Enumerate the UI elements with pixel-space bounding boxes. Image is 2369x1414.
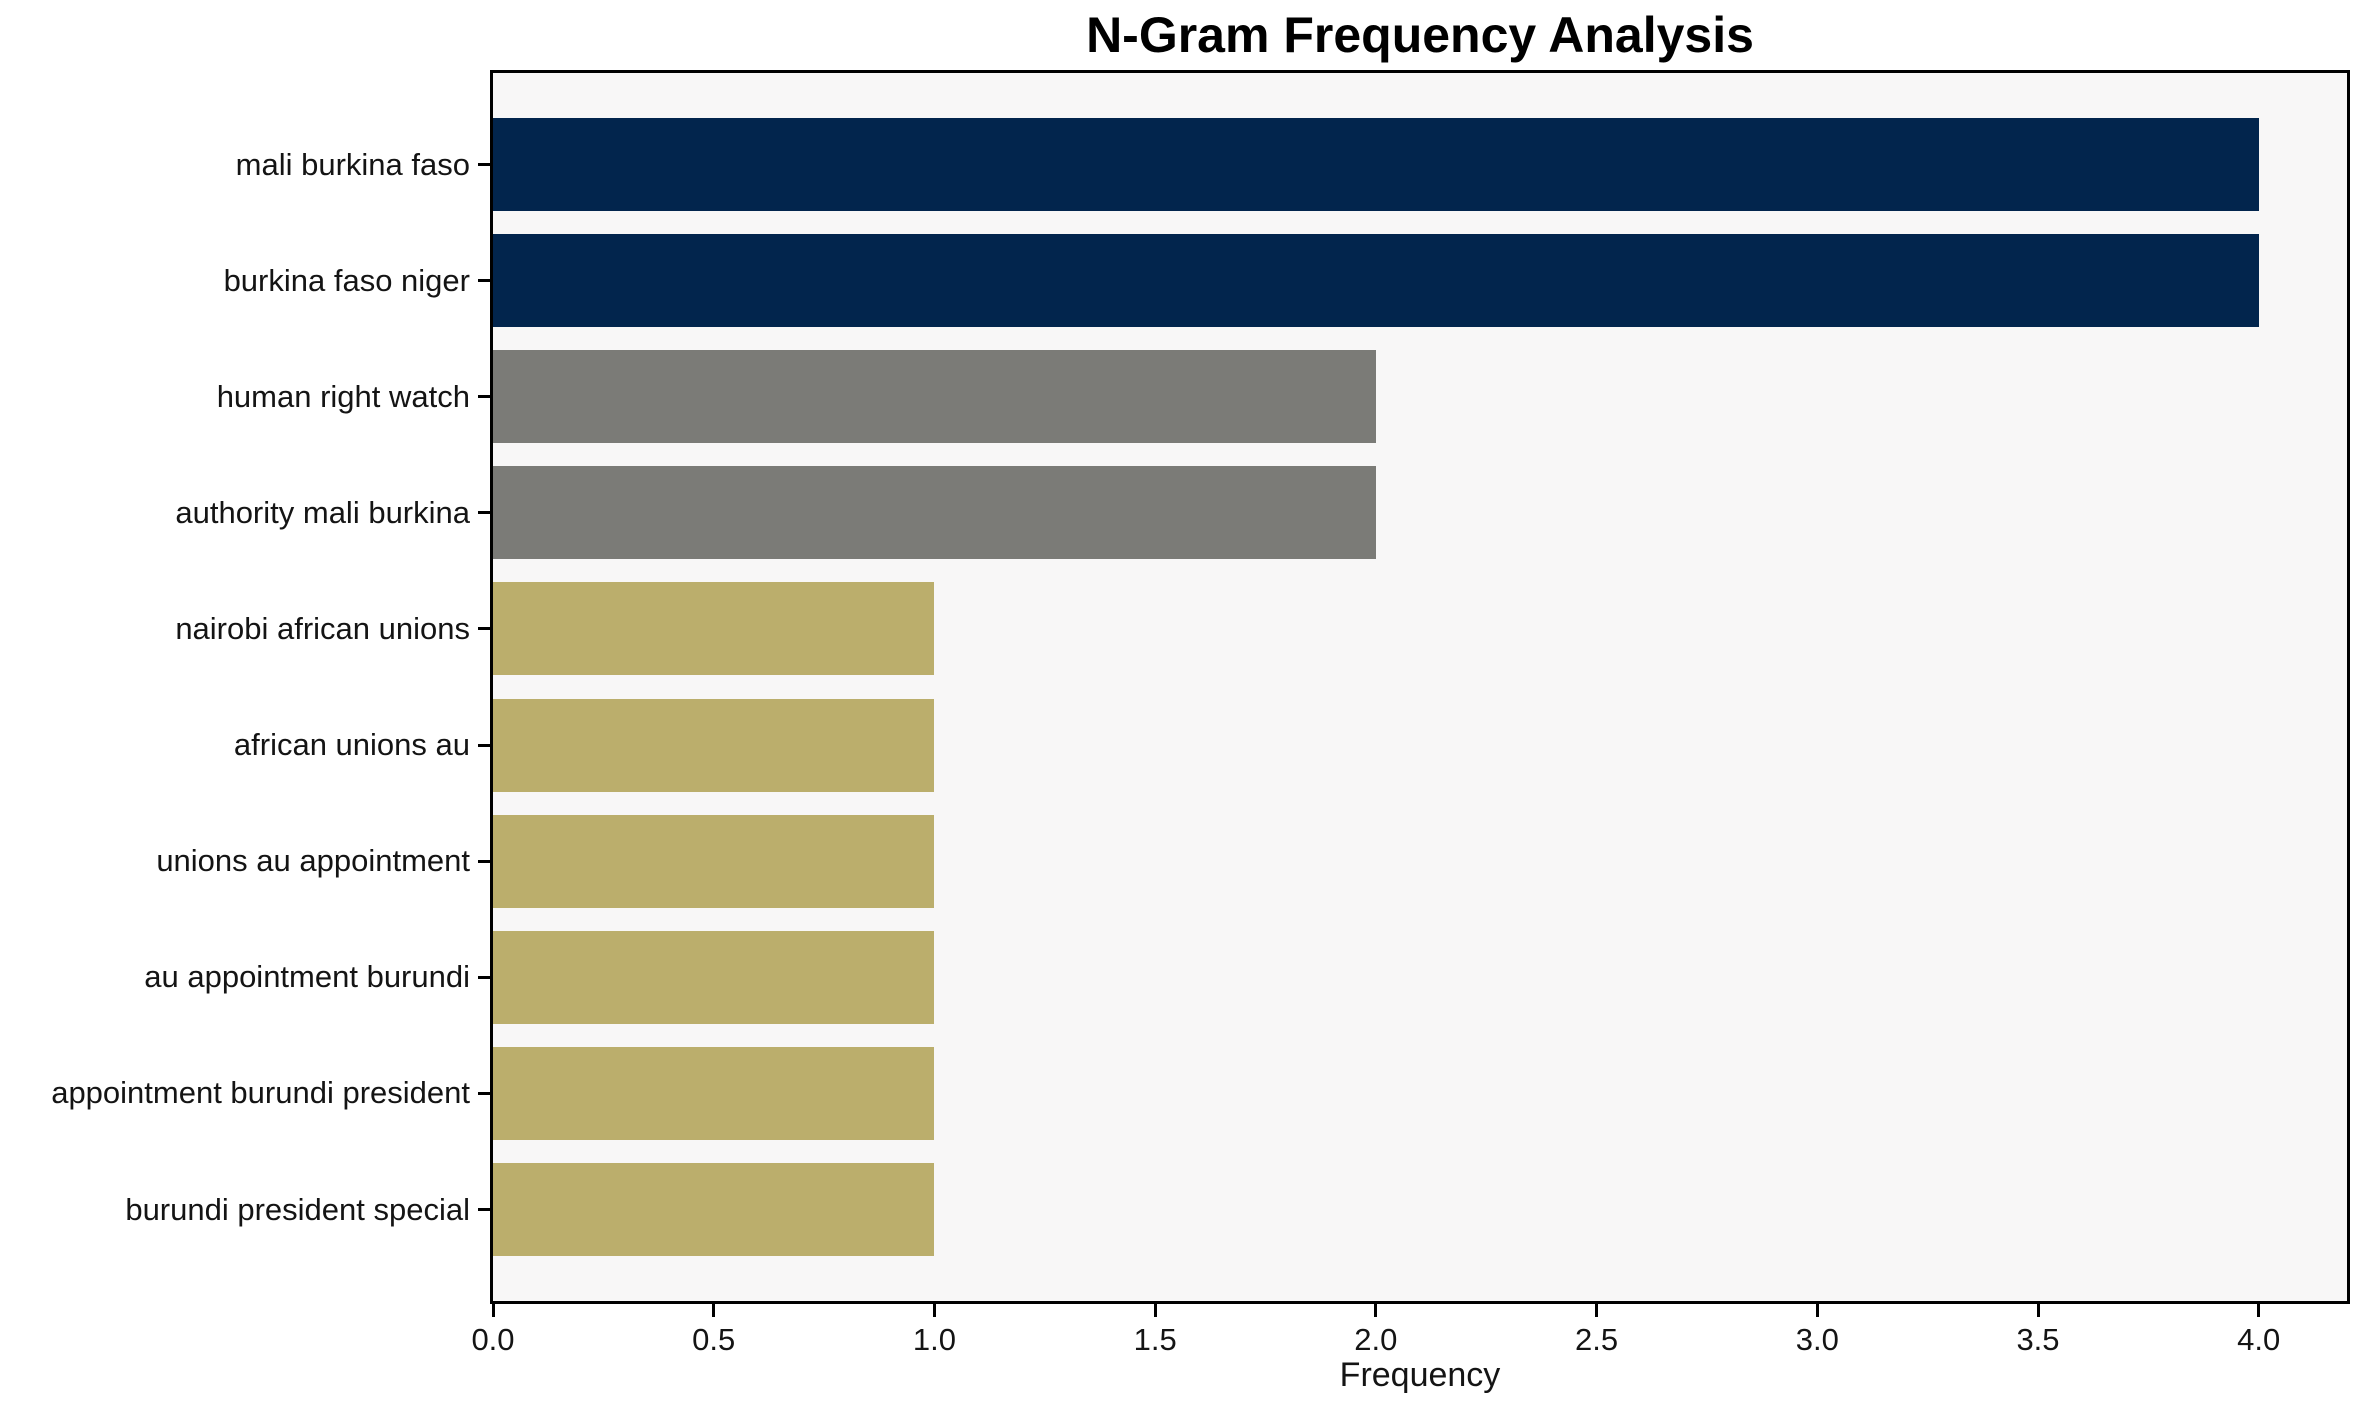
bar: [493, 234, 2259, 328]
y-tick-mark: [478, 395, 490, 399]
y-tick-label: african unions au: [233, 727, 470, 763]
x-tick-label: 2.0: [1354, 1322, 1398, 1357]
bar: [493, 466, 1376, 560]
y-tick-mark: [478, 627, 490, 631]
x-tick-mark: [1595, 1304, 1599, 1317]
bar: [493, 350, 1376, 444]
chart-title: N-Gram Frequency Analysis: [1086, 7, 1754, 63]
y-tick-mark: [478, 279, 490, 283]
y-tick-label: burundi president special: [125, 1191, 470, 1227]
y-tick-label: authority mali burkina: [175, 494, 470, 530]
x-tick-mark: [712, 1304, 716, 1317]
bar: [493, 582, 935, 676]
y-tick-label: au appointment burundi: [144, 959, 470, 995]
y-tick-label: unions au appointment: [156, 843, 470, 879]
y-tick-mark: [478, 975, 490, 979]
x-tick-label: 3.0: [1795, 1322, 1839, 1357]
x-tick-mark: [932, 1304, 936, 1317]
x-tick-label: 1.5: [1133, 1322, 1177, 1357]
y-tick-mark: [478, 743, 490, 747]
y-tick-label: burkina faso niger: [223, 262, 470, 298]
x-tick-mark: [2257, 1304, 2261, 1317]
bar: [493, 118, 2259, 211]
bar: [493, 1163, 935, 1256]
y-tick-mark: [478, 1208, 490, 1211]
plot-area: [490, 70, 2350, 1304]
x-tick-label: 1.0: [912, 1322, 956, 1357]
x-tick-label: 0.0: [471, 1322, 515, 1357]
x-tick-label: 3.5: [2016, 1322, 2060, 1357]
x-tick-label: 0.5: [692, 1322, 736, 1357]
x-tick-mark: [491, 1304, 495, 1317]
x-axis-title: Frequency: [1339, 1356, 1501, 1394]
bar: [493, 930, 935, 1024]
y-tick-label: nairobi african unions: [175, 610, 470, 646]
y-tick-label: appointment burundi president: [51, 1075, 470, 1111]
x-tick-label: 4.0: [2237, 1322, 2281, 1357]
bar: [493, 814, 935, 908]
y-tick-mark: [478, 163, 490, 166]
y-tick-label: human right watch: [216, 378, 470, 414]
y-tick-label: mali burkina faso: [235, 146, 470, 182]
x-tick-label: 2.5: [1575, 1322, 1619, 1357]
x-tick-mark: [1815, 1304, 1819, 1317]
x-tick-mark: [1374, 1304, 1378, 1317]
y-tick-mark: [478, 859, 490, 863]
bar: [493, 698, 935, 792]
x-tick-mark: [2036, 1304, 2040, 1317]
y-tick-mark: [478, 1091, 490, 1095]
y-tick-mark: [478, 511, 490, 515]
bar: [493, 1046, 935, 1140]
x-tick-mark: [1153, 1304, 1157, 1317]
